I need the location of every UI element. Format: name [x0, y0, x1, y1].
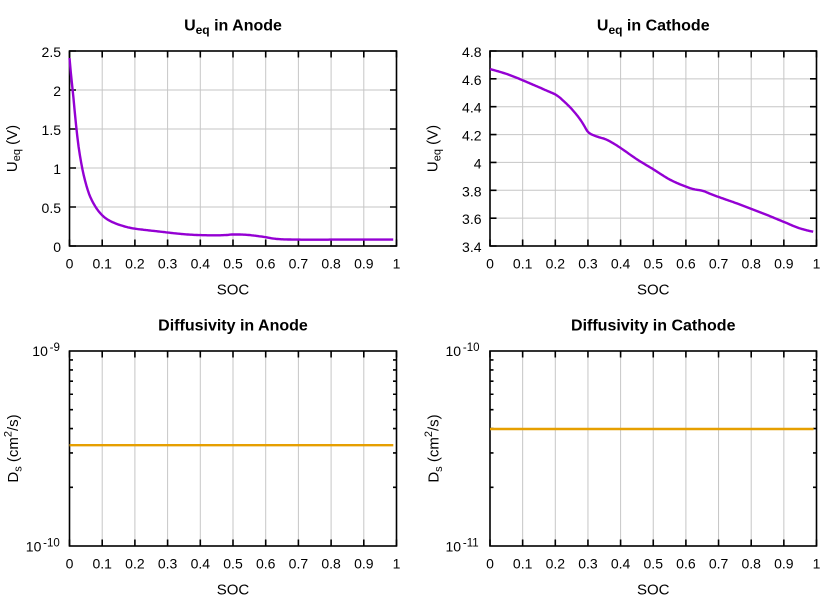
svg-text:4: 4	[474, 155, 482, 171]
svg-text:0.6: 0.6	[676, 556, 696, 572]
svg-text:3.4: 3.4	[462, 239, 482, 255]
svg-text:0.4: 0.4	[611, 256, 631, 272]
svg-text:0: 0	[66, 556, 74, 572]
svg-text:0.8: 0.8	[741, 556, 761, 572]
svg-text:1.5: 1.5	[42, 122, 62, 138]
svg-text:0.2: 0.2	[546, 256, 566, 272]
svg-text:0.5: 0.5	[644, 256, 664, 272]
svg-text:0.3: 0.3	[578, 256, 598, 272]
svg-text:0.5: 0.5	[223, 556, 243, 572]
svg-text:3.8: 3.8	[462, 183, 482, 199]
svg-text:0.1: 0.1	[92, 556, 112, 572]
svg-text:0: 0	[486, 256, 494, 272]
svg-text:0.5: 0.5	[644, 556, 664, 572]
svg-text:4.4: 4.4	[462, 100, 482, 116]
svg-text:0.3: 0.3	[158, 256, 178, 272]
svg-text:0.6: 0.6	[256, 556, 276, 572]
svg-text:2: 2	[53, 83, 61, 99]
svg-text:0: 0	[66, 256, 74, 272]
svg-text:1: 1	[393, 256, 401, 272]
svg-text:0.5: 0.5	[223, 256, 243, 272]
svg-text:0.4: 0.4	[191, 256, 211, 272]
svg-text:SOC: SOC	[637, 282, 670, 299]
svg-text:0.9: 0.9	[354, 256, 374, 272]
svg-text:Ds (cm2/s): Ds (cm2/s)	[3, 414, 25, 482]
svg-text:1: 1	[813, 556, 821, 572]
svg-text:0.9: 0.9	[774, 256, 794, 272]
svg-text:Ueq (V): Ueq (V)	[4, 125, 23, 172]
svg-text:4.8: 4.8	[462, 44, 482, 60]
svg-text:1: 1	[393, 556, 401, 572]
svg-text:0.6: 0.6	[256, 256, 276, 272]
svg-text:0.6: 0.6	[676, 256, 696, 272]
svg-text:0.9: 0.9	[354, 556, 374, 572]
svg-text:0.8: 0.8	[741, 256, 761, 272]
svg-text:Diffusivity in Cathode: Diffusivity in Cathode	[571, 318, 736, 335]
svg-text:4.6: 4.6	[462, 72, 482, 88]
svg-text:0.2: 0.2	[125, 556, 145, 572]
svg-text:Ueq in Anode: Ueq in Anode	[184, 18, 282, 37]
svg-text:0.1: 0.1	[92, 256, 112, 272]
svg-text:SOC: SOC	[217, 582, 250, 599]
svg-text:0.3: 0.3	[578, 556, 598, 572]
svg-text:Ds (cm2/s): Ds (cm2/s)	[423, 414, 445, 482]
svg-text:0: 0	[53, 239, 61, 255]
svg-text:0.7: 0.7	[709, 556, 729, 572]
svg-text:1: 1	[53, 161, 61, 177]
svg-text:0.2: 0.2	[125, 256, 145, 272]
svg-text:0.3: 0.3	[158, 556, 178, 572]
svg-text:Ueq in Cathode: Ueq in Cathode	[597, 18, 710, 37]
svg-text:0.8: 0.8	[321, 256, 341, 272]
svg-text:3.6: 3.6	[462, 211, 482, 227]
svg-text:Ueq (V): Ueq (V)	[424, 125, 443, 172]
svg-text:0.1: 0.1	[513, 256, 533, 272]
svg-text:0.9: 0.9	[774, 556, 794, 572]
svg-text:SOC: SOC	[637, 582, 670, 599]
svg-text:0.4: 0.4	[191, 556, 211, 572]
svg-text:0.5: 0.5	[42, 200, 62, 216]
svg-text:0.7: 0.7	[289, 556, 309, 572]
svg-text:0: 0	[486, 556, 494, 572]
svg-text:0.7: 0.7	[289, 256, 309, 272]
svg-text:Diffusivity in Anode: Diffusivity in Anode	[158, 318, 308, 335]
svg-text:0.4: 0.4	[611, 556, 631, 572]
svg-text:1: 1	[813, 256, 821, 272]
svg-text:0.2: 0.2	[546, 556, 566, 572]
svg-text:0.7: 0.7	[709, 256, 729, 272]
svg-text:2.5: 2.5	[42, 44, 62, 60]
svg-text:0.1: 0.1	[513, 556, 533, 572]
svg-text:0.8: 0.8	[321, 556, 341, 572]
svg-text:4.2: 4.2	[462, 128, 482, 144]
svg-text:SOC: SOC	[217, 282, 250, 299]
